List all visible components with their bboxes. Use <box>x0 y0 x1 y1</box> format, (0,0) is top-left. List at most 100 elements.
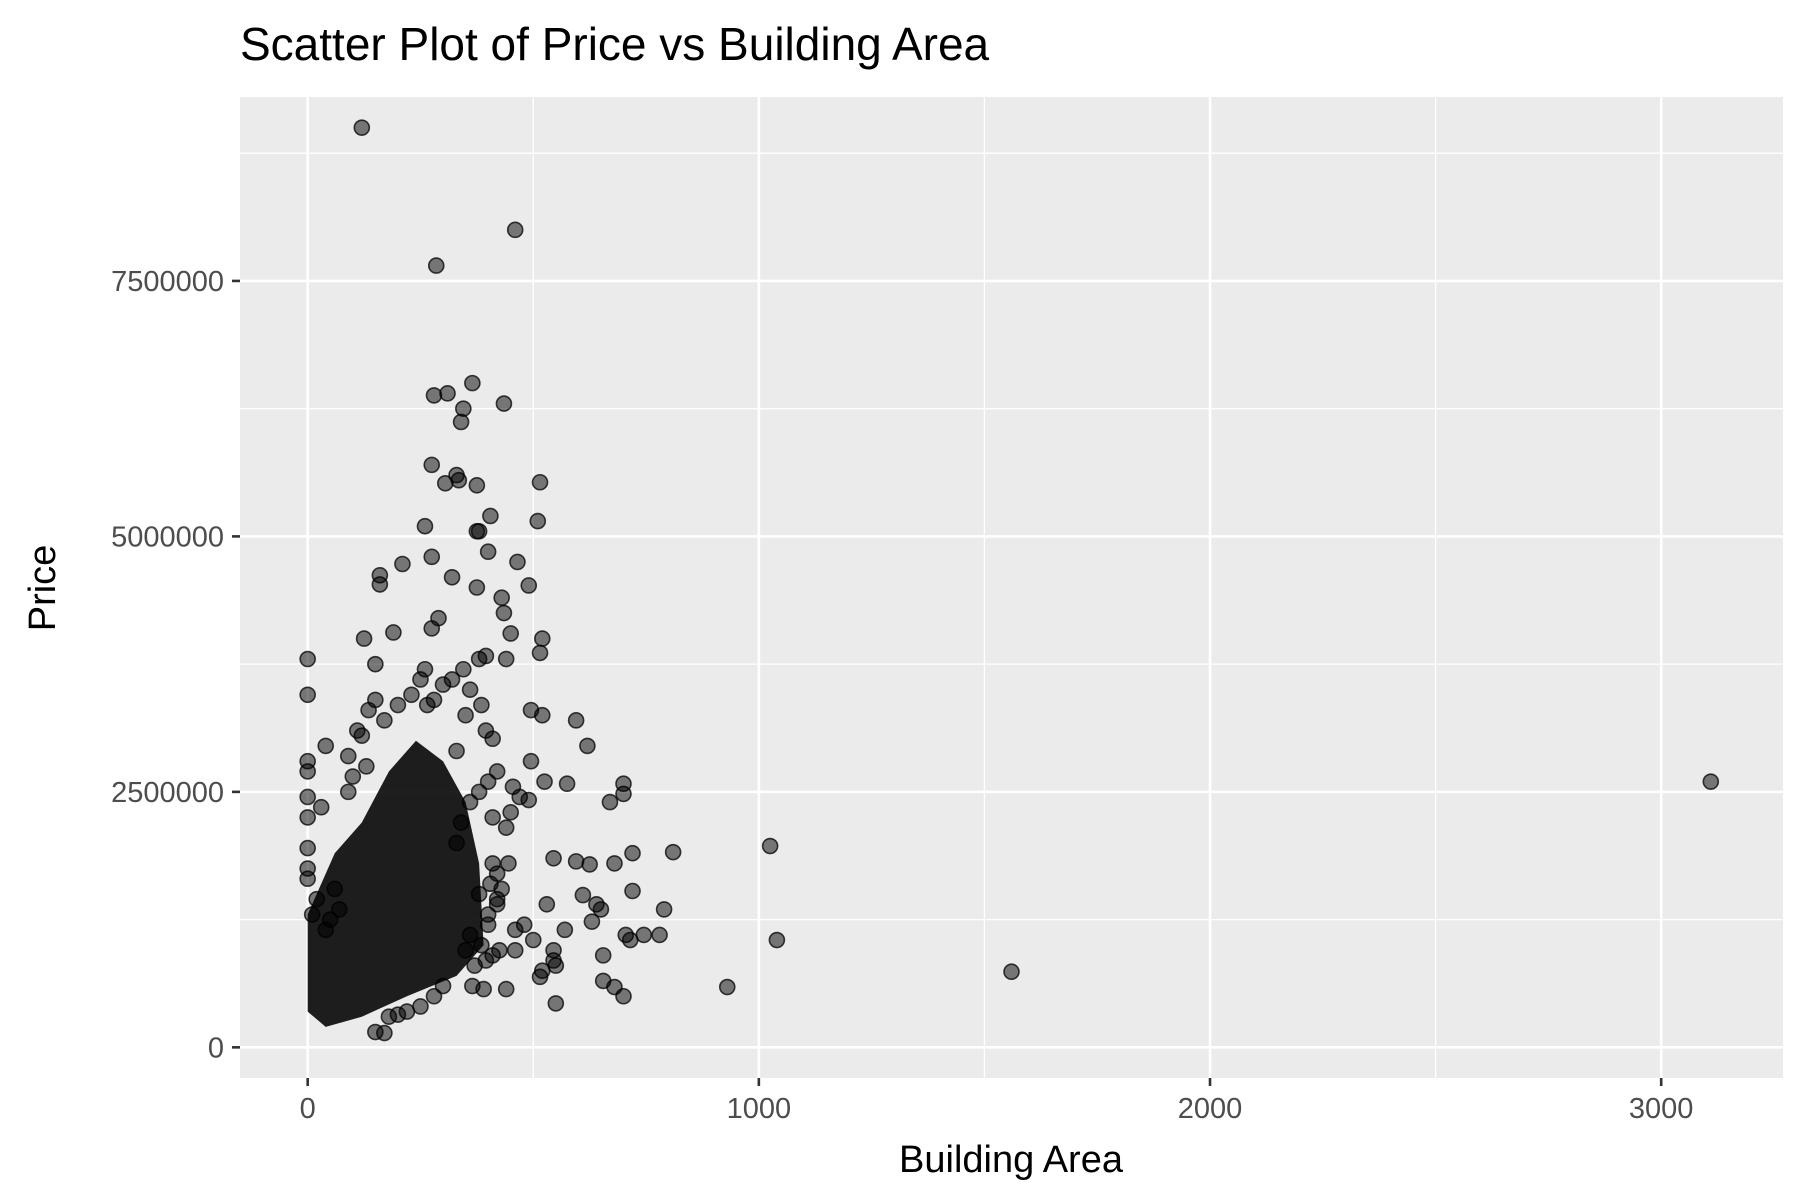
data-point <box>448 834 465 852</box>
data-point <box>355 630 373 647</box>
data-point <box>416 517 434 535</box>
x-tick-label: 2000 <box>1178 1093 1243 1125</box>
data-point <box>470 783 488 801</box>
data-point <box>655 901 673 918</box>
data-point <box>493 589 510 607</box>
data-point <box>434 977 452 995</box>
data-point <box>601 793 619 811</box>
x-tick-label: 0 <box>300 1093 316 1125</box>
x-axis-title: Building Area <box>899 1139 1124 1181</box>
data-point <box>412 671 429 688</box>
data-point <box>473 696 490 714</box>
data-point <box>506 941 524 959</box>
data-point <box>594 947 612 964</box>
data-point <box>520 577 538 594</box>
major-gridlines <box>240 97 1783 1078</box>
data-point <box>583 913 601 930</box>
data-point <box>531 968 549 986</box>
data-point <box>389 696 407 714</box>
data-point <box>545 952 562 969</box>
data-point <box>538 895 556 913</box>
data-point <box>439 385 456 402</box>
data-point <box>312 798 330 816</box>
data-point <box>461 793 479 811</box>
data-point <box>317 921 335 939</box>
data-point <box>515 916 533 934</box>
data-point <box>536 773 553 790</box>
data-point <box>464 374 481 392</box>
y-tick-label: 2500000 <box>111 777 224 809</box>
data-point <box>493 880 510 898</box>
data-point <box>358 758 375 775</box>
y-tick-label: 0 <box>208 1032 224 1064</box>
data-point <box>495 395 513 412</box>
data-point <box>353 727 371 744</box>
data-point <box>452 814 470 831</box>
data-point <box>455 400 472 417</box>
y-tick-label: 5000000 <box>111 521 224 553</box>
data-point <box>567 853 585 870</box>
data-point <box>556 921 574 939</box>
data-point <box>299 686 316 704</box>
data-point <box>624 844 641 862</box>
data-point <box>495 604 513 622</box>
data-point <box>761 837 779 855</box>
dense-point-cluster <box>307 740 484 1027</box>
data-point <box>464 977 481 995</box>
data-point <box>497 980 515 998</box>
data-point <box>502 625 520 642</box>
data-point <box>531 473 549 491</box>
data-point <box>443 568 461 586</box>
data-point <box>524 931 542 949</box>
data-point <box>360 701 377 719</box>
data-point <box>522 752 540 770</box>
data-point <box>547 995 565 1012</box>
data-point <box>299 788 316 806</box>
data-point <box>651 926 668 944</box>
plot-panel <box>240 97 1783 1078</box>
data-point <box>533 706 551 724</box>
data-point <box>533 630 551 647</box>
data-point <box>506 221 524 239</box>
data-point <box>664 843 682 861</box>
data-point <box>768 931 786 949</box>
data-point <box>509 553 526 571</box>
data-point <box>581 856 598 873</box>
data-point <box>452 413 470 431</box>
data-point <box>457 706 474 724</box>
data-point <box>718 978 736 996</box>
data-points <box>299 119 1720 1042</box>
data-point <box>423 456 441 474</box>
x-tick-label: 3000 <box>1629 1093 1694 1125</box>
data-point <box>385 624 402 641</box>
data-point <box>299 870 316 888</box>
data-point <box>450 471 468 489</box>
data-point <box>531 644 549 662</box>
data-point <box>488 895 506 913</box>
data-point <box>376 712 393 729</box>
data-point <box>621 931 639 949</box>
data-point <box>468 579 486 596</box>
data-point <box>488 763 506 780</box>
data-point <box>502 804 520 821</box>
data-point <box>1003 963 1020 981</box>
data-point <box>353 119 371 136</box>
data-point <box>330 901 348 918</box>
data-point <box>479 906 497 923</box>
data-point <box>299 763 316 780</box>
data-point <box>479 543 497 561</box>
data-point <box>545 849 562 867</box>
data-point <box>317 737 335 755</box>
data-point <box>367 655 384 673</box>
data-point <box>574 886 592 904</box>
data-point <box>436 474 454 492</box>
x-tick-label: 1000 <box>727 1093 792 1125</box>
data-point <box>468 477 486 494</box>
data-point <box>484 855 501 872</box>
data-point <box>326 880 344 898</box>
data-point <box>299 650 316 668</box>
data-point <box>473 936 490 954</box>
data-point <box>299 839 316 857</box>
data-point <box>606 855 623 872</box>
minor-gridlines <box>240 97 1783 1078</box>
